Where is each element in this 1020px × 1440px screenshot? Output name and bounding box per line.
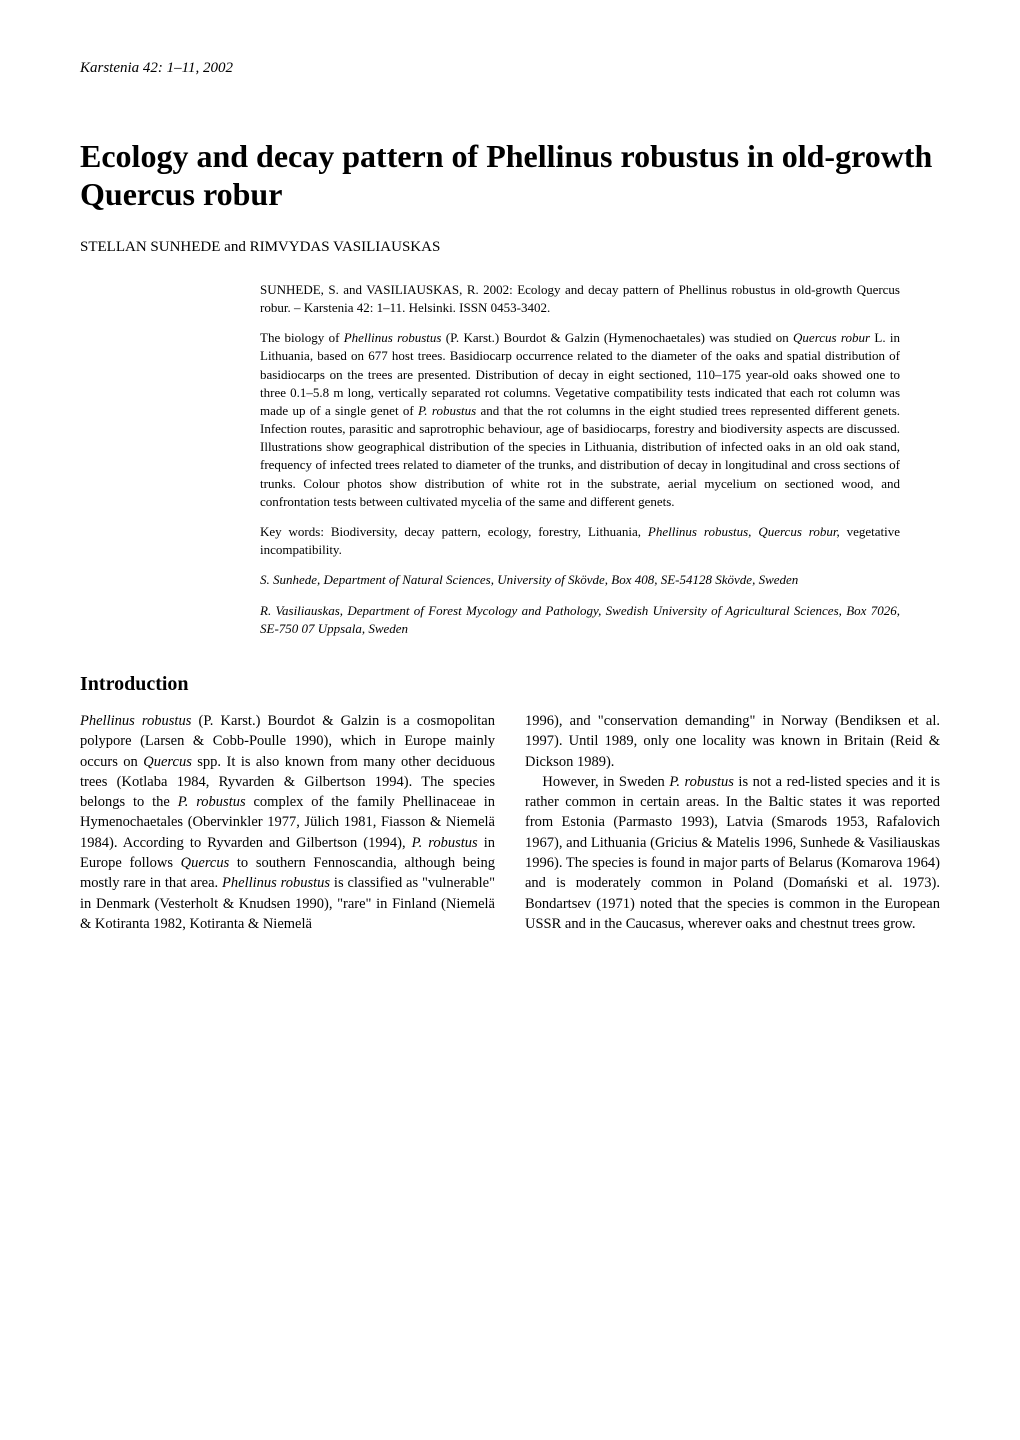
article-title: Ecology and decay pattern of Phellinus r…	[80, 137, 940, 214]
species-name: Phellinus robustus	[344, 330, 442, 345]
column-right: 1996), and "conservation demanding" in N…	[525, 711, 940, 934]
affiliation-2: R. Vasiliauskas, Department of Forest My…	[260, 602, 900, 638]
abstract-text: and that the rot columns in the eight st…	[260, 403, 900, 509]
authors: STELLAN SUNHEDE and RIMVYDAS VASILIAUSKA…	[80, 239, 940, 256]
abstract-block: SUNHEDE, S. and VASILIAUSKAS, R. 2002: E…	[260, 281, 900, 638]
abstract-paragraph: The biology of Phellinus robustus (P. Ka…	[260, 329, 900, 511]
abstract-text: The biology of	[260, 330, 344, 345]
species-name: Quercus	[181, 855, 230, 871]
species-name: P. robustus	[412, 835, 478, 851]
introduction-body: Phellinus robustus (P. Karst.) Bourdot &…	[80, 711, 940, 934]
citation: SUNHEDE, S. and VASILIAUSKAS, R. 2002: E…	[260, 281, 900, 317]
section-heading-introduction: Introduction	[80, 673, 940, 696]
species-name: P. robustus	[669, 774, 734, 790]
abstract-text: (P. Karst.) Bourdot & Galzin (Hymenochae…	[441, 330, 793, 345]
intro-text: However, in Sweden	[542, 774, 669, 790]
keywords: Key words: Biodiversity, decay pattern, …	[260, 523, 900, 559]
keywords-label: Key words:	[260, 524, 331, 539]
intro-paragraph: Phellinus robustus (P. Karst.) Bourdot &…	[80, 711, 495, 934]
affiliation-1: S. Sunhede, Department of Natural Scienc…	[260, 571, 900, 589]
species-name: Phellinus robustus	[222, 875, 330, 891]
intro-paragraph-cont: 1996), and "conservation demanding" in N…	[525, 711, 940, 772]
journal-reference: Karstenia 42: 1–11, 2002	[80, 60, 940, 77]
species-name: Quercus	[143, 754, 192, 770]
species-name: Phellinus robustus, Quercus robur,	[648, 524, 840, 539]
keywords-text: Biodiversity, decay pattern, ecology, fo…	[331, 524, 648, 539]
species-name: P. robustus	[418, 403, 476, 418]
column-left: Phellinus robustus (P. Karst.) Bourdot &…	[80, 711, 495, 934]
species-name: Quercus robur	[793, 330, 870, 345]
species-name: P. robustus	[178, 794, 246, 810]
intro-text: is not a red-listed species and it is ra…	[525, 774, 940, 932]
species-name: Phellinus robustus	[80, 713, 191, 729]
intro-paragraph-2: However, in Sweden P. robustus is not a …	[525, 772, 940, 934]
